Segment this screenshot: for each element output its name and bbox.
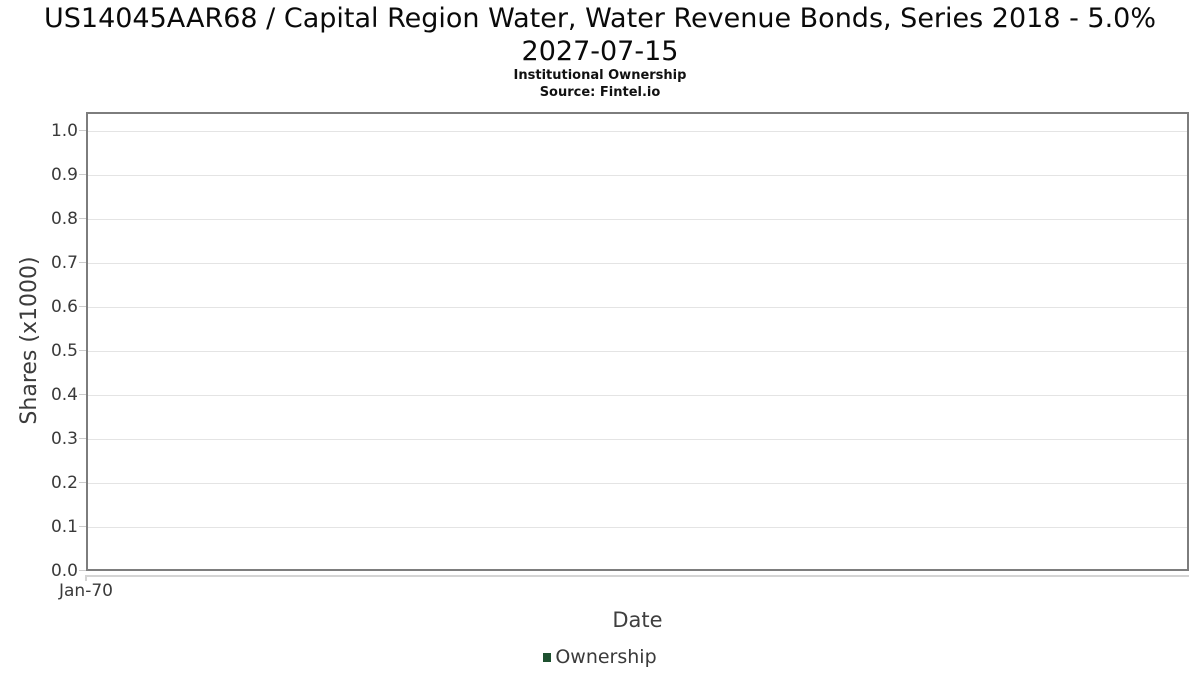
x-tick-label: Jan-70 xyxy=(59,581,113,601)
y-tick-mark xyxy=(79,526,86,527)
plot-area xyxy=(86,112,1189,571)
y-tick-mark xyxy=(79,174,86,175)
y-tick-mark xyxy=(79,570,86,571)
y-tick-label: 0.0 xyxy=(50,561,78,581)
y-tick-mark xyxy=(79,438,86,439)
x-axis-line xyxy=(86,575,1189,577)
chart-subtitle: Institutional Ownership xyxy=(513,68,687,83)
y-tick-mark xyxy=(79,306,86,307)
gridline xyxy=(88,307,1187,308)
y-tick-label: 0.9 xyxy=(50,165,78,185)
chart-title: US14045AAR68 / Capital Region Water, Wat… xyxy=(0,2,1200,68)
y-tick-label: 0.4 xyxy=(50,385,78,405)
legend: Ownership xyxy=(0,646,1200,668)
legend-marker-square xyxy=(543,652,552,662)
gridline xyxy=(88,219,1187,220)
y-tick-label: 0.6 xyxy=(50,297,78,317)
y-tick-label: 0.5 xyxy=(50,341,78,361)
y-tick-mark xyxy=(79,350,86,351)
y-tick-label: 1.0 xyxy=(50,121,78,141)
y-tick-mark xyxy=(79,130,86,131)
gridline xyxy=(88,131,1187,132)
y-tick-label: 0.8 xyxy=(50,209,78,229)
y-tick-label: 0.2 xyxy=(50,473,78,493)
gridline xyxy=(88,351,1187,352)
y-tick-mark xyxy=(79,482,86,483)
y-tick-mark xyxy=(79,262,86,263)
gridline xyxy=(88,483,1187,484)
y-tick-mark xyxy=(79,218,86,219)
x-axis-label: Date xyxy=(612,608,663,632)
y-tick-label: 0.3 xyxy=(50,429,78,449)
y-tick-label: 0.1 xyxy=(50,517,78,537)
gridline xyxy=(88,527,1187,528)
chart-source: Source: Fintel.io xyxy=(539,85,661,100)
x-tick-mark xyxy=(85,575,87,581)
gridline xyxy=(88,439,1187,440)
y-axis-label: Shares (x1000) xyxy=(17,256,42,425)
gridline xyxy=(88,395,1187,396)
gridline xyxy=(88,175,1187,176)
y-tick-mark xyxy=(79,394,86,395)
chart-title-text: US14045AAR68 / Capital Region Water, Wat… xyxy=(43,3,1157,67)
gridline xyxy=(88,263,1187,264)
y-tick-label: 0.7 xyxy=(50,253,78,273)
legend-label: Ownership xyxy=(555,646,657,668)
